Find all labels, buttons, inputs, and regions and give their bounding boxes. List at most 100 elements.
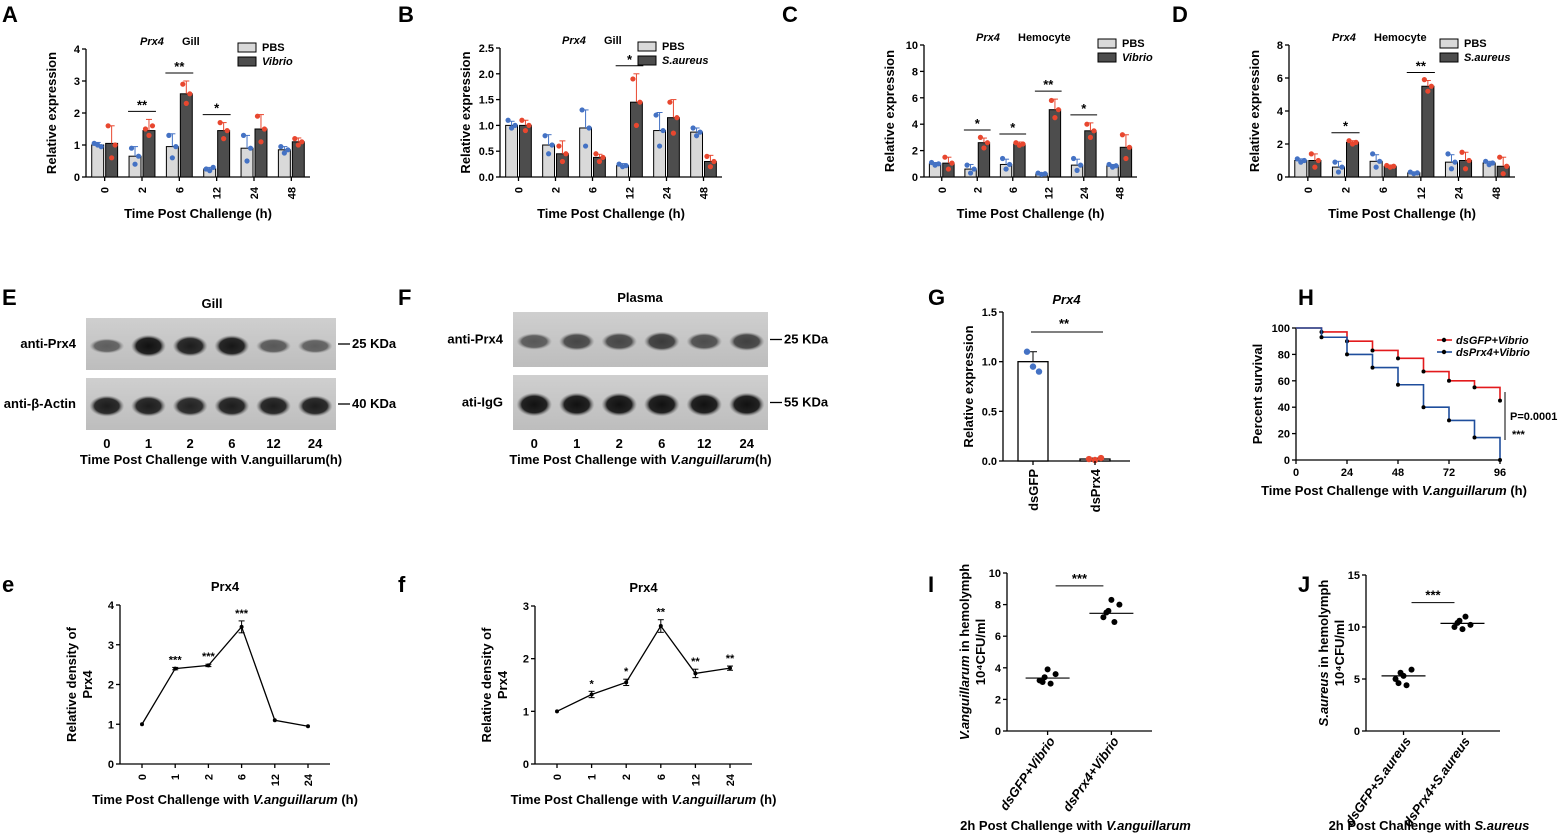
x-tick-label: 6: [237, 774, 249, 780]
data-point: [697, 129, 703, 135]
data-point: [1312, 164, 1318, 170]
x-tick-label: 6: [656, 774, 668, 780]
data-point: [600, 154, 606, 160]
data-point: [1466, 157, 1472, 164]
data-point: [109, 155, 115, 161]
data-point: [1085, 455, 1093, 463]
blot-band: [131, 395, 166, 417]
data-point: [1353, 139, 1359, 145]
x-tick-label: 24: [662, 186, 674, 199]
blot-x-label: Time Post Challenge with V.anguillarum(h…: [509, 452, 771, 467]
censor-point: [1421, 405, 1426, 410]
data-point: [1020, 141, 1026, 147]
x-tick-label: dsPrx4: [1088, 468, 1103, 512]
data-point: [596, 158, 603, 165]
data-point: [207, 168, 213, 174]
data-point: [630, 76, 636, 82]
bar-S.aureus: [556, 153, 569, 178]
data-point: [180, 81, 186, 87]
lane-label: 6: [228, 436, 235, 451]
lane-label: 6: [658, 436, 665, 451]
x-tick-label: dsPrx4+S.aureus: [1400, 734, 1473, 829]
x-tick-label: 0: [1303, 187, 1315, 193]
data-point: [1113, 163, 1119, 169]
y-tick-label: 2.0: [479, 69, 494, 81]
censor-point: [1396, 356, 1400, 361]
data-point: [1500, 171, 1506, 177]
blot-strip: [86, 318, 336, 370]
significance-label: *: [589, 678, 594, 690]
significance-label: ***: [1425, 588, 1441, 603]
data-point: [556, 143, 562, 149]
y-tick-label: 1.0: [479, 120, 494, 132]
data-point: [1294, 156, 1300, 162]
data-point: [981, 145, 987, 151]
data-point: [1339, 164, 1345, 170]
significance-label: ***: [235, 608, 249, 620]
chart-tissue: Gill: [604, 35, 622, 47]
blot-band: [214, 335, 250, 357]
x-tick-label: 6: [588, 187, 600, 193]
bar-PBS: [505, 124, 519, 178]
y-tick-label: 0: [108, 759, 114, 771]
bar-S.aureus: [1421, 85, 1435, 178]
legend-label: PBS: [1464, 38, 1487, 50]
significance-label: ***: [1512, 429, 1526, 441]
censor-point: [1319, 335, 1324, 340]
data-point: [512, 122, 518, 128]
data-point: [1055, 107, 1062, 113]
data-point: [1462, 166, 1469, 172]
y-tick-label: 1: [108, 719, 114, 731]
blot-row-label: anti-Prx4: [447, 332, 503, 347]
y-tick-label: 4: [912, 119, 919, 131]
data-point: [1097, 454, 1105, 462]
x-axis-label: Time Post Challenge with V.anguillarum (…: [1261, 483, 1527, 498]
data-point: [187, 91, 193, 97]
data-point: [707, 164, 714, 170]
data-point: [1029, 363, 1037, 370]
significance-label: **: [1059, 316, 1070, 331]
y-tick-label: 0.5: [479, 146, 494, 158]
significance-label: **: [174, 59, 185, 74]
x-tick-label: 6: [1378, 187, 1390, 193]
panel-letter-I: I: [928, 572, 934, 597]
data-point: [221, 136, 227, 142]
data-point: [1308, 151, 1314, 157]
panel-letter-D: D: [1172, 2, 1188, 27]
x-tick-label: 72: [1443, 467, 1455, 479]
data-point: [146, 132, 152, 138]
x-tick-label: 12: [690, 774, 702, 786]
data-point: [1428, 83, 1434, 89]
legend-marker: [1441, 349, 1447, 355]
x-tick-label: dsGFP: [1026, 469, 1041, 511]
blot-title: Plasma: [617, 290, 663, 305]
chart-tissue: Gill: [182, 36, 200, 48]
y-tick-label: 80: [1278, 349, 1290, 361]
legend-label: dsPrx4+Vibrio: [1456, 347, 1530, 359]
data-point: [1459, 626, 1466, 633]
y-axis-label: V.anguillarum in hemolymph: [957, 564, 972, 741]
significance-label: *: [975, 116, 981, 131]
data-point: [967, 170, 974, 176]
x-axis-label: Time Post Challenge with V.anguillarum (…: [92, 792, 358, 807]
x-tick-label: 2: [1341, 187, 1353, 193]
blot-strip: [513, 312, 768, 367]
x-tick-label: 48: [1114, 187, 1126, 199]
data-point: [240, 132, 247, 138]
data-point: [1116, 601, 1123, 608]
x-tick-label: 12: [625, 187, 637, 199]
y-tick-label: 0.5: [982, 406, 997, 418]
legend-label: dsGFP+Vibrio: [1456, 335, 1529, 347]
data-point: [128, 145, 135, 151]
data-point: [1087, 134, 1094, 140]
lane-label: 12: [697, 436, 711, 451]
y-tick-label: 1.0: [982, 357, 997, 369]
legend-marker: [1441, 337, 1447, 343]
data-point: [112, 142, 118, 148]
panel-letter-A: A: [2, 2, 18, 27]
data-point: [555, 709, 559, 714]
y-tick-label: 100: [1272, 323, 1290, 335]
